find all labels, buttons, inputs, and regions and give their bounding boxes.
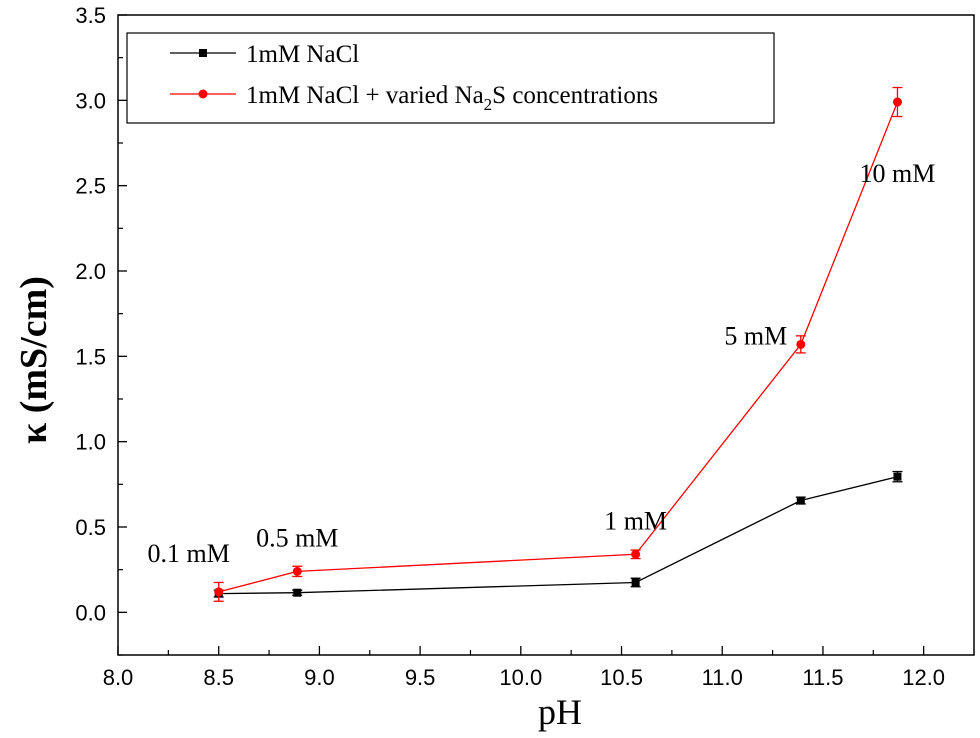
data-point	[796, 339, 806, 349]
annotation-label: 1 mM	[604, 506, 667, 535]
legend-label-1: 1mM NaCl	[246, 41, 359, 68]
x-axis-title: pH	[538, 692, 582, 732]
series-line	[218, 101, 899, 593]
x-tick-label: 8.5	[203, 665, 234, 690]
data-point	[892, 97, 902, 107]
y-tick-label: 0.0	[75, 600, 106, 625]
y-tick-label: 2.5	[75, 174, 106, 199]
legend-box	[126, 32, 775, 124]
y-tick-label: 1.0	[75, 430, 106, 455]
legend: 1mM NaCl 1mM NaCl + varied Na2S concentr…	[126, 32, 775, 124]
legend-marker-1	[199, 49, 207, 57]
y-tick-label: 0.5	[75, 515, 106, 540]
y-tick-label: 3.0	[75, 88, 106, 113]
x-tick-label: 9.5	[405, 665, 436, 690]
y-tick-label: 3.5	[75, 3, 106, 28]
series-layer	[213, 86, 903, 602]
x-tick-label: 8.0	[103, 665, 134, 690]
x-tick-label: 10.5	[600, 665, 643, 690]
annotation-label: 5 mM	[724, 321, 787, 350]
data-point	[292, 566, 302, 576]
y-tick-label: 2.0	[75, 259, 106, 284]
data-point	[631, 549, 641, 559]
annotation-label: 0.5 mM	[256, 523, 338, 552]
y-tick-label: 1.5	[75, 344, 106, 369]
x-tick-label: 11.5	[802, 665, 843, 690]
x-tick-label: 11.0	[702, 665, 743, 690]
x-tick-label: 9.0	[304, 665, 335, 690]
annotation-label: 10 mM	[860, 159, 936, 188]
plot-frame	[117, 14, 975, 656]
legend-label-2: 1mM NaCl + varied Na2S concentrations	[246, 82, 658, 114]
data-point	[796, 496, 805, 505]
data-point	[893, 472, 902, 481]
data-point	[214, 587, 224, 597]
annotation-layer: 0.1 mM 0.5 mM 1 mM 5 mM 10 mM	[148, 159, 936, 568]
x-axis: 8.0 8.5 9.0 9.5 10.0 10.5 11.0 11.5 12.0	[103, 646, 945, 690]
data-point	[293, 588, 302, 597]
legend-marker-2	[198, 89, 208, 99]
data-point	[631, 578, 640, 587]
x-tick-label: 12.0	[902, 665, 945, 690]
series-2	[213, 86, 903, 602]
y-axis: 0.0 0.5 1.0 1.5 2.0 2.5 3.0 3.5	[75, 3, 127, 656]
y-axis-title: κ (mS/cm)	[13, 276, 55, 444]
x-tick-label: 10.0	[499, 665, 542, 690]
annotation-label: 0.1 mM	[148, 539, 230, 568]
